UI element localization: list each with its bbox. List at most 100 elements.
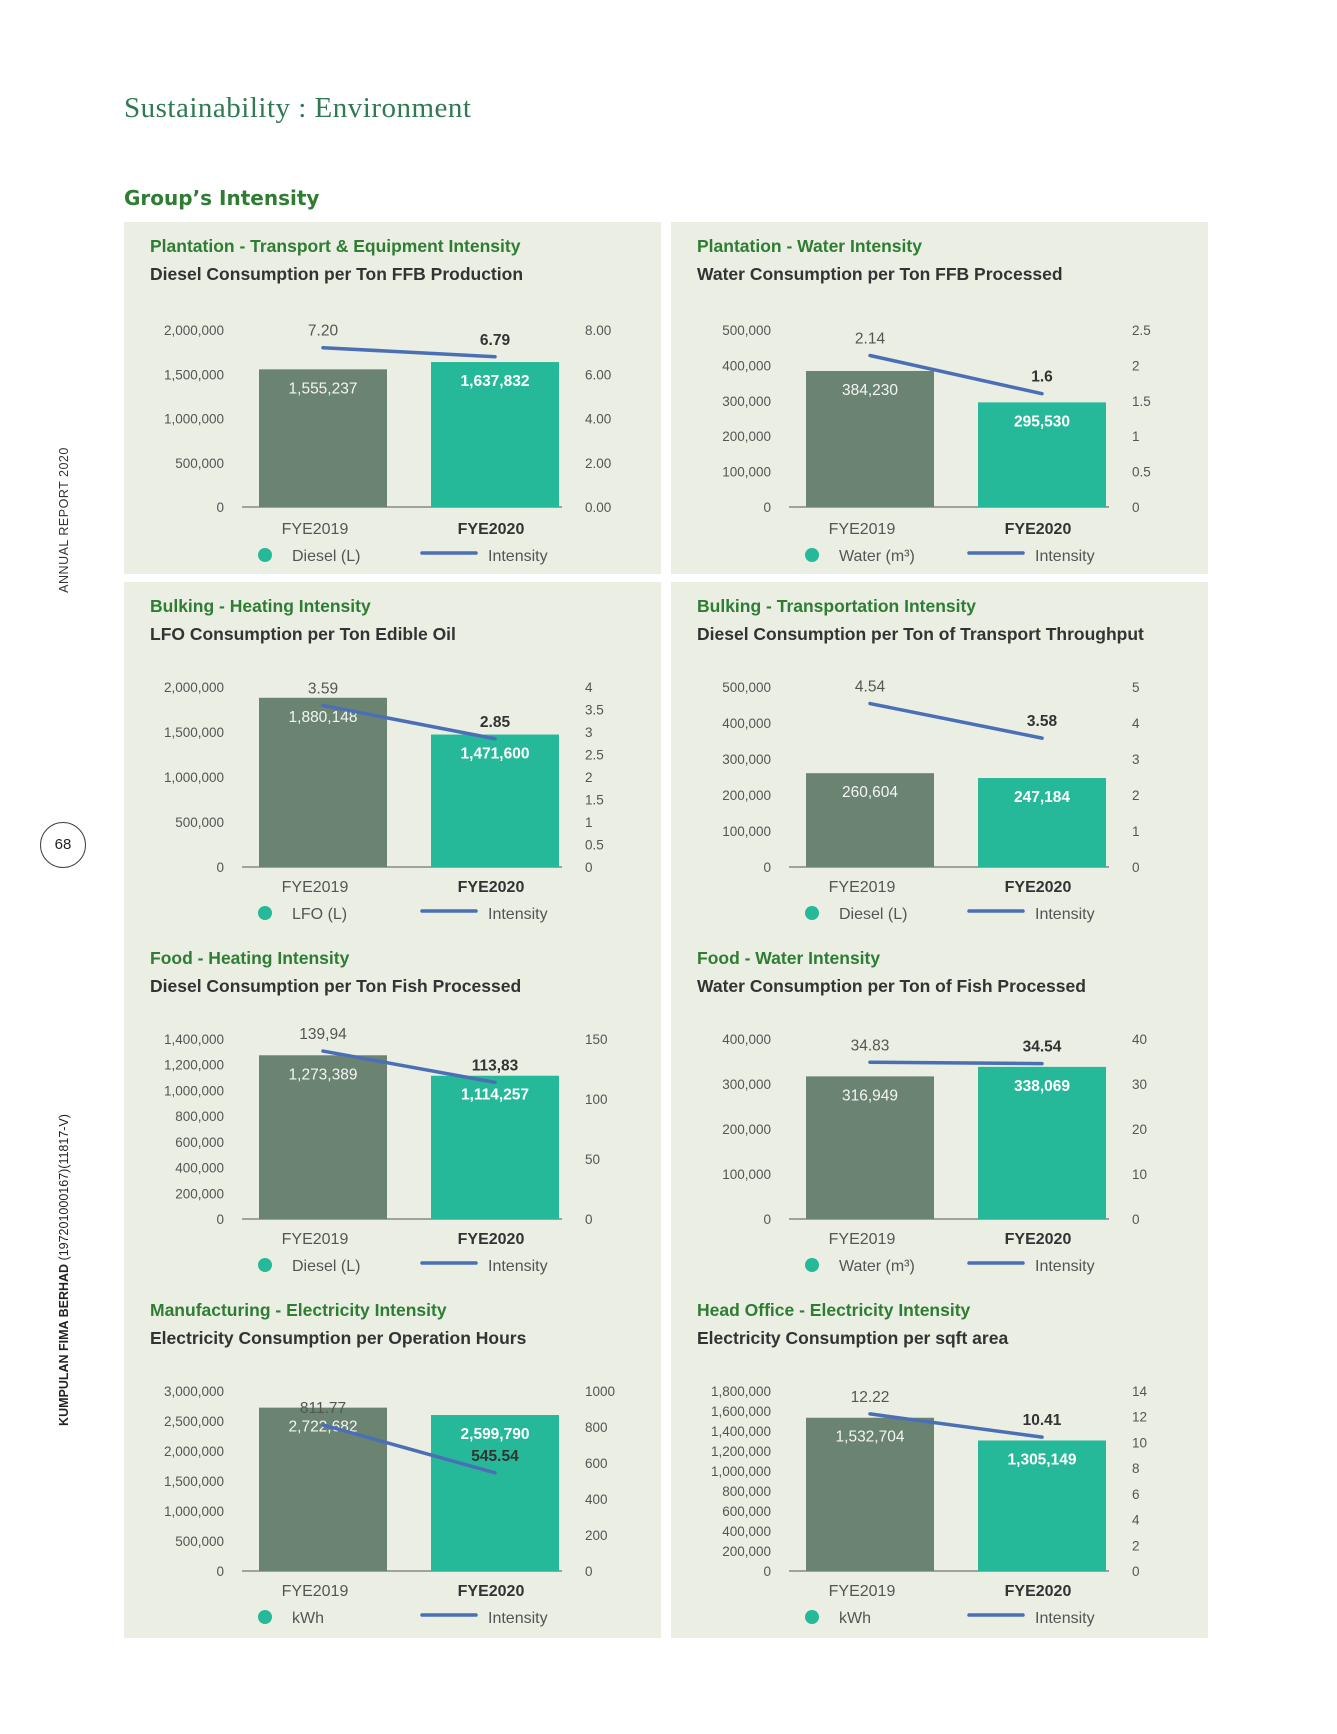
bar-fye2019: [259, 1055, 387, 1219]
category-label: FYE2020: [458, 879, 525, 896]
y-tick-label: 100,000: [722, 465, 771, 480]
y-tick-label: 400,000: [722, 1524, 771, 1539]
legend-line-label: Intensity: [488, 1610, 548, 1627]
y2-tick-label: 0: [585, 860, 593, 875]
y2-tick-label: 8: [1132, 1461, 1140, 1476]
intensity-label-fye2019: 12.22: [851, 1389, 890, 1406]
chart-title: Food - Heating Intensity: [150, 948, 350, 968]
intensity-line: [868, 1060, 1044, 1066]
bar-value-label: 1,532,704: [836, 1429, 905, 1446]
legend-bar-label: kWh: [292, 1610, 324, 1627]
y2-tick-label: 4: [585, 680, 593, 695]
chart-svg-6: Food - Water Intensity Water Consumption …: [697, 948, 1147, 1275]
y2-tick-label: 600: [585, 1456, 608, 1471]
y2-tick-label: 20: [1132, 1122, 1147, 1137]
bar-fye2020: [431, 1415, 559, 1571]
intensity-line: [321, 1423, 497, 1475]
category-label: FYE2019: [829, 521, 896, 538]
bar-fye2019: [806, 773, 934, 867]
y-tick-label: 1,500,000: [164, 367, 224, 382]
chart-panel-4: Bulking - Transportation Intensity Diesel…: [671, 582, 1208, 934]
legend-bar-swatch: [805, 1610, 819, 1624]
y2-tick-label: 3: [585, 725, 593, 740]
chart-panel-1: Plantation - Transport & Equipment Inten…: [124, 222, 661, 574]
y-tick-label: 100,000: [722, 824, 771, 839]
legend-bar-label: LFO (L): [292, 906, 347, 923]
y2-tick-label: 4: [1132, 1513, 1140, 1528]
chart-panel-6: Food - Water Intensity Water Consumption …: [671, 934, 1208, 1286]
intensity-label-fye2019: 3.59: [308, 680, 338, 697]
y-tick-label: 200,000: [175, 1186, 224, 1201]
y-tick-label: 200,000: [722, 1122, 771, 1137]
y-tick-label: 400,000: [722, 358, 771, 373]
y2-tick-label: 100: [585, 1092, 608, 1107]
y-tick-label: 1,600,000: [711, 1404, 771, 1419]
category-label: FYE2019: [829, 1231, 896, 1248]
y-tick-label: 100,000: [722, 1167, 771, 1182]
y-tick-label: 600,000: [722, 1504, 771, 1519]
y-tick-label: 200,000: [722, 788, 771, 803]
chart-panel-7: Manufacturing - Electricity Intensity Ele…: [124, 1286, 661, 1638]
legend-line-label: Intensity: [1035, 1258, 1095, 1275]
section-title: Group’s Intensity: [124, 186, 320, 210]
chart-svg-7: Manufacturing - Electricity Intensity Ele…: [150, 1300, 615, 1627]
category-label: FYE2020: [1005, 521, 1072, 538]
bar-fye2019: [259, 697, 387, 867]
legend-bar-label: Diesel (L): [292, 548, 360, 565]
y-tick-label: 200,000: [722, 1544, 771, 1559]
y2-tick-label: 40: [1132, 1032, 1147, 1047]
category-label: FYE2019: [829, 1583, 896, 1600]
legend-line-label: Intensity: [1035, 548, 1095, 565]
legend-bar-swatch: [258, 1258, 272, 1272]
side-annual-report-label: ANNUAL REPORT 2020: [57, 447, 71, 593]
intensity-line: [868, 1412, 1044, 1439]
y-tick-label: 0: [763, 500, 771, 515]
y-tick-label: 1,000,000: [164, 1504, 224, 1519]
y-tick-label: 1,200,000: [711, 1444, 771, 1459]
bar-value-label: 2,599,790: [461, 1426, 530, 1443]
y-tick-label: 800,000: [722, 1484, 771, 1499]
bar-fye2019: [806, 1417, 934, 1571]
bar-value-label: 316,949: [842, 1087, 898, 1104]
y2-tick-label: 30: [1132, 1077, 1147, 1092]
category-label: FYE2020: [1005, 1231, 1072, 1248]
legend-bar-swatch: [805, 1258, 819, 1272]
intensity-label-fye2020: 113,83: [472, 1057, 519, 1074]
bar-fye2020: [431, 362, 559, 507]
y-tick-label: 1,000,000: [164, 770, 224, 785]
chart-subtitle: Diesel Consumption per Ton of Transport …: [697, 624, 1144, 644]
chart-title: Bulking - Transportation Intensity: [697, 596, 976, 616]
bar-fye2020: [978, 402, 1106, 507]
chart-svg-3: Bulking - Heating Intensity LFO Consumpti…: [150, 596, 604, 923]
category-label: FYE2020: [1005, 879, 1072, 896]
y-tick-label: 1,400,000: [711, 1424, 771, 1439]
bar-value-label: 1,637,832: [461, 373, 530, 390]
intensity-label-fye2020: 6.79: [480, 332, 511, 349]
side-company-label: KUMPULAN FIMA BERHAD (197201000167)(1181…: [57, 1114, 71, 1426]
category-label: FYE2020: [458, 521, 525, 538]
legend-bar-swatch: [258, 1610, 272, 1624]
y2-tick-label: 0.5: [1132, 465, 1151, 480]
legend-line-label: Intensity: [1035, 1610, 1095, 1627]
y-tick-label: 1,000,000: [711, 1464, 771, 1479]
y-tick-label: 0: [216, 1212, 224, 1227]
y-tick-label: 1,000,000: [164, 1083, 224, 1098]
intensity-label-fye2020: 10.41: [1023, 1412, 1062, 1429]
y-tick-label: 0: [763, 1564, 771, 1579]
intensity-label-fye2020: 2.85: [480, 714, 511, 731]
y2-tick-label: 1: [1132, 824, 1140, 839]
category-label: FYE2020: [458, 1231, 525, 1248]
chart-title: Head Office - Electricity Intensity: [697, 1300, 971, 1320]
intensity-line: [321, 1049, 497, 1085]
bar-value-label: 295,530: [1014, 413, 1070, 430]
intensity-label-fye2019: 4.54: [855, 679, 886, 696]
y-tick-label: 2,000,000: [164, 323, 224, 338]
chart-panel-2: Plantation - Water Intensity Water Consum…: [671, 222, 1208, 574]
y2-tick-label: 0.00: [585, 500, 611, 515]
legend-bar-label: Water (m³): [839, 548, 915, 565]
y2-tick-label: 0: [1132, 1212, 1140, 1227]
y-tick-label: 800,000: [175, 1109, 224, 1124]
bar-fye2019: [259, 369, 387, 507]
company-name: KUMPULAN FIMA BERHAD: [57, 1263, 71, 1426]
intensity-label-fye2019: 7.20: [308, 323, 339, 340]
